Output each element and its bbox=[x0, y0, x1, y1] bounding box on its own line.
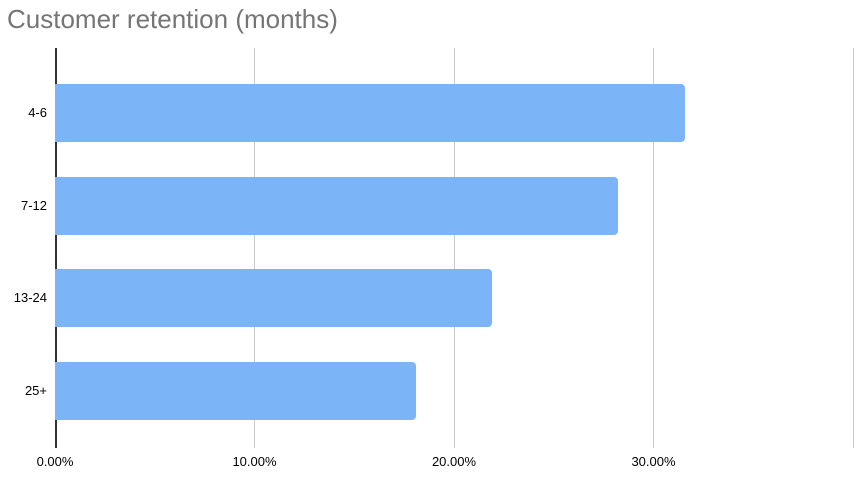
category-label: 4-6 bbox=[28, 105, 47, 120]
category-label: 7-12 bbox=[20, 198, 47, 213]
x-tick-label: 0.00% bbox=[36, 454, 74, 469]
x-tick-label: 10.00% bbox=[232, 454, 277, 469]
x-tick-label: 20.00% bbox=[431, 454, 477, 469]
bar-4-6[interactable] bbox=[55, 84, 686, 142]
bar-7-12[interactable] bbox=[55, 177, 618, 235]
bar-13-24[interactable] bbox=[55, 269, 492, 327]
gridline bbox=[254, 48, 255, 448]
y-axis-line bbox=[55, 48, 57, 448]
x-tick-label: 30.00% bbox=[631, 454, 676, 469]
category-label: 25+ bbox=[24, 383, 47, 398]
bar-25+[interactable] bbox=[55, 362, 417, 420]
chart-title: Customer retention (months) bbox=[7, 4, 338, 34]
gridline bbox=[453, 48, 455, 448]
gridline bbox=[653, 48, 654, 448]
gridline bbox=[852, 48, 854, 448]
category-label: 13-24 bbox=[13, 290, 47, 305]
plot-area bbox=[55, 48, 854, 448]
